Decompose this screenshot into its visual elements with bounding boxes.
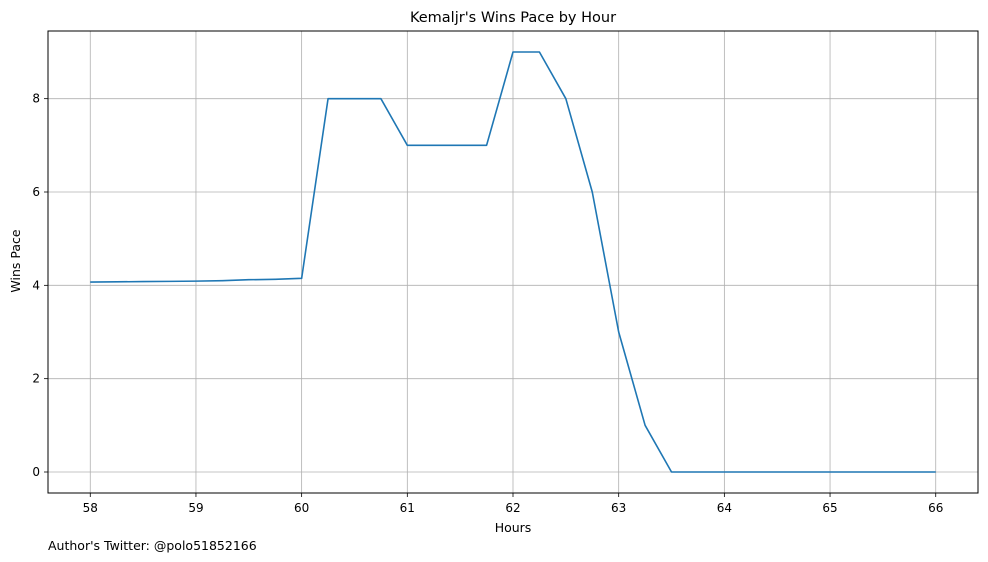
x-tick-label: 61 [400, 501, 415, 515]
x-tick-label: 65 [822, 501, 837, 515]
x-tick-label: 63 [611, 501, 626, 515]
x-axis-label: Hours [495, 520, 532, 535]
x-tick-label: 62 [505, 501, 520, 515]
x-tick-label: 66 [928, 501, 943, 515]
x-tick-label: 58 [83, 501, 98, 515]
x-tick-label: 60 [294, 501, 309, 515]
y-tick-label: 4 [32, 278, 40, 292]
y-tick-label: 6 [32, 185, 40, 199]
grid [48, 31, 978, 493]
y-tick-label: 2 [32, 372, 40, 386]
series-line-0 [90, 51, 936, 473]
y-axis-ticks: 0 2 4 6 8 [32, 92, 48, 479]
chart-title: Kemaljr's Wins Pace by Hour [410, 10, 616, 26]
y-tick-label: 8 [32, 92, 40, 106]
x-tick-label: 59 [188, 501, 203, 515]
y-tick-label: 0 [32, 465, 40, 479]
x-axis-ticks: 58 59 60 61 62 63 64 65 66 [83, 493, 943, 515]
series [90, 51, 936, 473]
y-axis-label: Wins Pace [8, 229, 23, 292]
x-tick-label: 64 [717, 501, 732, 515]
author-credit: Author's Twitter: @polo51852166 [48, 538, 257, 553]
